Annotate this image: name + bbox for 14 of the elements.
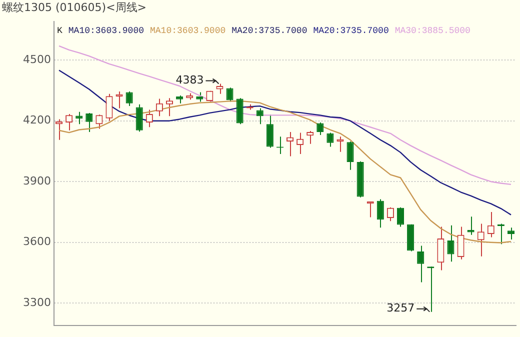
y-tick-label: 3300 [22, 296, 51, 309]
y-tick-label: 3600 [22, 235, 51, 248]
text: MA20:3735.7000 [313, 26, 389, 36]
y-tick-label: 3900 [22, 174, 51, 188]
y-tick-label: 4500 [22, 52, 51, 66]
annotation: K [56, 26, 63, 36]
annotation: MA20:3735.7000 [232, 26, 308, 36]
annotation: 3257 [386, 302, 415, 315]
chart-title: 螺纹1305 (010605)<周线> [2, 0, 146, 15]
annotation: MA10:3603.9000 [68, 26, 144, 36]
text: MA30:3885.5000 [394, 26, 470, 36]
y-tick-label: 4200 [22, 114, 51, 127]
text: MA10:3603.9000 [150, 26, 226, 36]
annotation: 4383 [176, 74, 204, 87]
